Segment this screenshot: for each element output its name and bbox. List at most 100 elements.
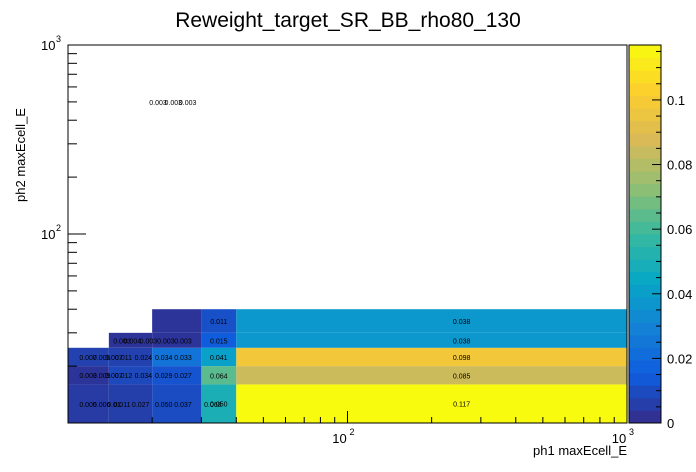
cell-value-label: 0.006 — [93, 355, 111, 362]
color-scale-band — [629, 322, 661, 336]
cell-value-label: 0.041 — [210, 355, 228, 362]
cell-value-label: 0.003 — [140, 338, 158, 345]
color-scale-band — [629, 334, 661, 348]
heatmap-cell — [68, 384, 109, 423]
color-scale-label: 0.06 — [667, 222, 692, 237]
color-scale-band — [629, 171, 661, 185]
heatmap-cell — [68, 366, 109, 385]
cell-value-label: 0.038 — [453, 338, 471, 345]
cell-value-label: 0.033 — [174, 355, 192, 362]
color-scale-band — [629, 221, 661, 235]
heatmap-cell — [236, 384, 628, 423]
heatmap-cell — [152, 366, 202, 385]
cell-value-label: 0.003 — [157, 338, 175, 345]
cell-value-label: 0.098 — [453, 355, 471, 362]
color-scale-band — [629, 246, 661, 260]
y-tick-label: 10 — [41, 38, 55, 53]
color-scale-band — [629, 360, 661, 374]
cell-value-label: 0.068 — [204, 402, 222, 409]
color-scale-band — [629, 234, 661, 248]
cell-value-label: 0.034 — [135, 373, 153, 380]
color-scale-band — [629, 95, 661, 109]
cell-value-label: 0.011 — [210, 319, 227, 326]
x-tick-label: 10 — [332, 431, 346, 446]
x-tick-label: 10 — [612, 431, 626, 446]
color-scale-label: 0.08 — [667, 158, 692, 173]
heatmap-cell — [201, 384, 237, 423]
color-scale-band — [629, 70, 661, 84]
y-tick-exponent: 2 — [56, 223, 61, 233]
cell-value-label: 0.009 — [93, 373, 111, 380]
heatmap-cell — [152, 384, 202, 423]
heatmap-cell — [236, 366, 628, 385]
cell-value-label: 0.003 — [113, 338, 131, 345]
color-scale-band — [629, 297, 661, 311]
color-scale-band — [629, 45, 661, 59]
cell-value-label: 0.064 — [210, 373, 228, 380]
heatmap-cell — [152, 332, 202, 348]
heatmap-cell — [201, 332, 237, 348]
cell-value-label: 0.003 — [174, 338, 192, 345]
cell-value-label: 0.050 — [155, 402, 173, 409]
x-axis-label: ph1 maxEcell_E — [533, 443, 627, 458]
x-tick-exponent: 2 — [350, 427, 355, 437]
color-scale-band — [629, 259, 661, 273]
color-scale-band — [629, 82, 661, 96]
cell-value-label: 0.038 — [453, 319, 471, 326]
color-scale-band — [629, 196, 661, 210]
cell-value-label: 0.029 — [155, 373, 173, 380]
cell-value-label: 0.015 — [210, 338, 228, 345]
color-scale-label: 0.02 — [667, 351, 692, 366]
y-tick-exponent: 3 — [56, 34, 61, 44]
chart-title: Reweight_target_SR_BB_rho80_130 — [175, 9, 521, 32]
heatmap-cell — [201, 347, 237, 367]
cell-value-label: 0.034 — [155, 355, 173, 362]
cell-value-label: 0.012 — [115, 373, 133, 380]
color-scale-label: 0.04 — [667, 287, 692, 302]
color-scale-band — [629, 145, 661, 159]
heatmap-cell — [108, 366, 153, 385]
x-axis-ticks: 10 2 10 3 — [67, 411, 634, 446]
cell-value-label: 0.003 — [164, 100, 182, 107]
color-scale-frame — [628, 44, 662, 424]
cell-value-label: 0.01 — [107, 402, 121, 409]
color-scale-band — [629, 183, 661, 197]
cell-value-label: 0.011 — [113, 402, 130, 409]
heatmap-cell — [108, 347, 153, 367]
cell-value-label: 0.006 — [93, 402, 111, 409]
cell-value-label: 0.005 — [79, 402, 97, 409]
cell-value-label: 0.027 — [132, 402, 150, 409]
heatmap-cell — [108, 384, 153, 423]
heatmap-cell — [236, 347, 628, 367]
cell-value-label: 0.003 — [79, 373, 97, 380]
cell-value-label: 0.037 — [174, 402, 192, 409]
y-axis-label: ph2 maxEcell_E — [13, 108, 28, 202]
cell-value-label: 0.004 — [124, 338, 142, 345]
heatmap-cell — [68, 347, 109, 367]
heatmap-cell — [108, 332, 153, 348]
color-scale-band — [629, 397, 661, 411]
color-scale-band — [629, 208, 661, 222]
cell-value-label: 0.085 — [453, 373, 471, 380]
heatmap-cell — [236, 309, 628, 333]
y-tick-label: 10 — [41, 227, 55, 242]
color-scale-label: 0 — [667, 416, 674, 431]
cell-value-label: 0.050 — [210, 402, 228, 409]
heatmap-cell — [201, 309, 237, 333]
cell-value-label: 0.024 — [135, 355, 153, 362]
color-scale-label: 0.1 — [667, 93, 685, 108]
cell-value-label: 0.007 — [79, 355, 97, 362]
color-scale-band — [629, 120, 661, 134]
color-scale-band — [629, 133, 661, 147]
heatmap-cell — [201, 366, 237, 385]
heatmap-cell — [236, 332, 628, 348]
x-tick-exponent: 3 — [629, 427, 634, 437]
cell-value-label: 0.007 — [105, 373, 123, 380]
color-scale-band — [629, 271, 661, 285]
cell-value-label: 0.003 — [179, 100, 197, 107]
cell-value-label: 0.117 — [453, 402, 470, 409]
heatmap-cell — [152, 309, 202, 333]
color-scale-band — [629, 385, 661, 399]
